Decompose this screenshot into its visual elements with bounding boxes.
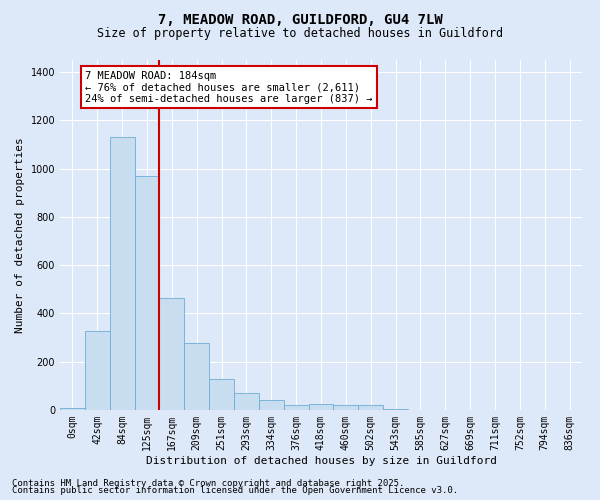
Text: 7 MEADOW ROAD: 184sqm
← 76% of detached houses are smaller (2,611)
24% of semi-d: 7 MEADOW ROAD: 184sqm ← 76% of detached … (85, 70, 373, 104)
Bar (234, 393, 259, 410)
Bar (209, 378, 234, 410)
Bar (134, 176, 160, 410)
Bar (284, 404, 308, 410)
X-axis label: Distribution of detached houses by size in Guildford: Distribution of detached houses by size … (146, 456, 497, 466)
Bar (60, 408, 85, 410)
Bar (308, 404, 334, 410)
Bar (160, 298, 184, 410)
Text: Contains HM Land Registry data © Crown copyright and database right 2025.: Contains HM Land Registry data © Crown c… (12, 478, 404, 488)
Text: 7, MEADOW ROAD, GUILDFORD, GU4 7LW: 7, MEADOW ROAD, GUILDFORD, GU4 7LW (158, 12, 442, 26)
Bar (334, 404, 358, 410)
Bar (85, 331, 110, 410)
Bar (358, 405, 383, 410)
Text: Contains public sector information licensed under the Open Government Licence v3: Contains public sector information licen… (12, 486, 458, 495)
Bar (383, 409, 408, 410)
Text: Size of property relative to detached houses in Guildford: Size of property relative to detached ho… (97, 28, 503, 40)
Bar (184, 343, 209, 410)
Y-axis label: Number of detached properties: Number of detached properties (15, 137, 25, 333)
Bar (259, 400, 284, 410)
Bar (110, 137, 134, 410)
